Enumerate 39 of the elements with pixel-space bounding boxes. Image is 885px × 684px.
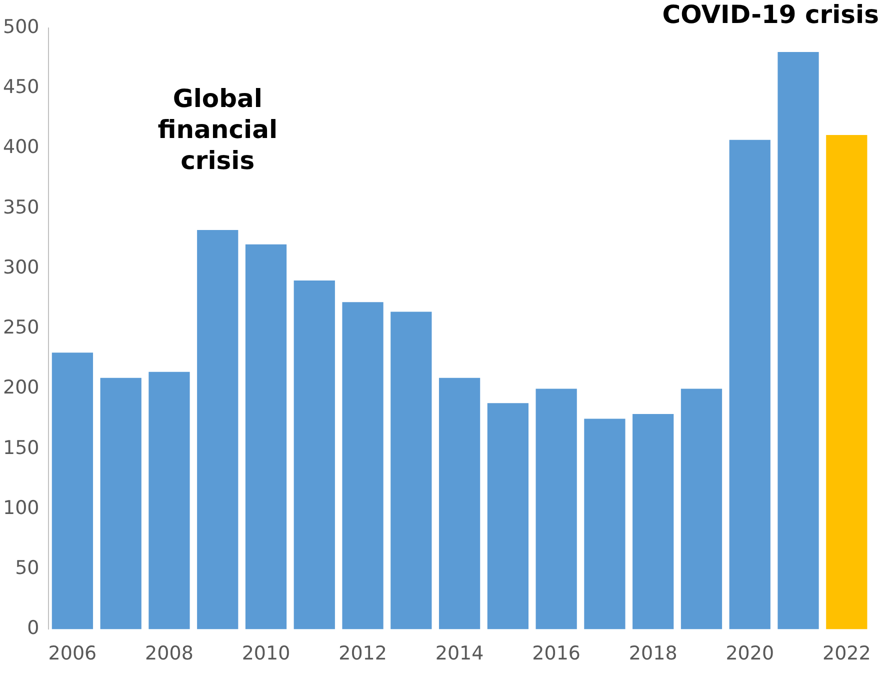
bar	[390, 312, 432, 630]
x-tick-label: 2006	[48, 642, 97, 665]
bar	[52, 352, 94, 630]
bar	[536, 388, 577, 630]
bar	[342, 302, 384, 630]
x-tick-label: 2016	[532, 642, 581, 665]
x-tick-label: 2014	[435, 642, 484, 665]
bar	[487, 403, 529, 630]
y-tick-label: 450	[3, 76, 40, 98]
x-tick-label: 2008	[145, 642, 194, 665]
annotation: COVID-19 crisis	[662, 0, 879, 29]
x-tick-label: 2020	[726, 642, 774, 665]
bar	[826, 135, 868, 630]
bar	[778, 52, 819, 630]
y-tick-label: 500	[3, 16, 40, 38]
y-tick-label: 150	[3, 436, 40, 459]
y-tick-label: 350	[3, 196, 40, 218]
x-tick-label: 2010	[242, 642, 290, 665]
x-tick-label: 2018	[628, 642, 678, 665]
bar	[680, 388, 722, 630]
y-tick-label: 50	[15, 557, 40, 580]
y-tick-label: 200	[3, 376, 40, 399]
bar	[584, 418, 626, 630]
annotation: Global financial crisis	[158, 84, 278, 176]
x-tick-label: 2022	[822, 642, 871, 665]
y-tick-label: 300	[3, 256, 40, 278]
bar	[197, 230, 238, 630]
bar	[245, 244, 287, 630]
y-tick-label: 400	[3, 136, 40, 158]
bar	[294, 280, 335, 630]
y-tick-label: 100	[3, 496, 40, 519]
bar	[632, 414, 674, 630]
y-tick-label: 250	[3, 316, 40, 339]
y-tick-label: 0	[27, 617, 40, 640]
bar	[729, 140, 770, 630]
bar	[148, 372, 190, 630]
x-tick-label: 2012	[338, 642, 387, 665]
bar	[100, 378, 142, 630]
bar	[438, 378, 480, 630]
